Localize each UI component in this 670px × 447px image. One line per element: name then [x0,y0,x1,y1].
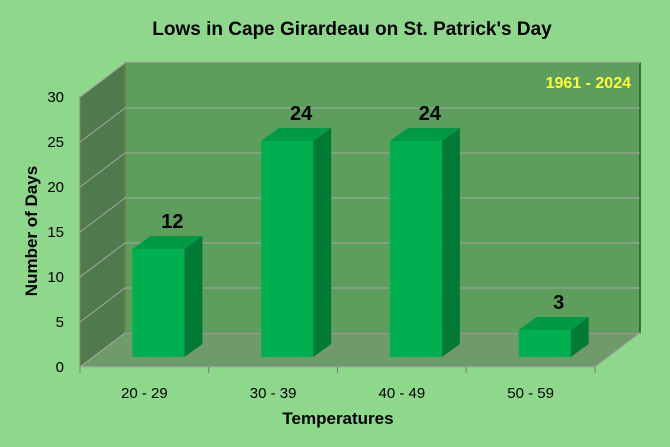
bar-front [261,141,314,357]
bar [518,317,589,357]
bar-front [132,249,185,357]
x-tick-label: 40 - 49 [379,385,426,402]
bar-side [313,128,332,357]
y-tick-label: 5 [56,314,64,331]
gridline [79,152,126,188]
data-label: 12 [161,211,183,233]
x-tick-label: 30 - 39 [250,385,297,402]
plot-floor [78,332,642,368]
gridlines [79,62,640,323]
gridline [79,287,126,323]
tick-labels: 0 5 10 15 20 25 30 20 - 29 30 - 39 40 - 49 50 - 59 [47,89,596,402]
gridline [79,62,126,98]
y-tick-label: 20 [47,179,64,196]
bar [261,128,332,357]
bars [132,128,589,357]
x-tick-label: 50 - 59 [507,385,554,402]
bar [389,128,460,357]
data-label: 3 [553,292,564,314]
bar-top [132,236,203,249]
bar-side [441,128,460,357]
bar-top [389,128,460,141]
y-axis-title: Number of Days [22,166,41,296]
bar-front [518,330,571,357]
data-label: 24 [419,103,442,125]
y-tick-label: 10 [47,269,64,286]
gridline [79,242,126,278]
gridline [79,197,126,233]
bar [132,236,203,357]
x-tick-label: 20 - 29 [121,385,168,402]
x-axis-title: Temperatures [282,409,393,428]
y-tick-label: 15 [47,224,64,241]
bar-side [570,317,589,357]
chart-title: Lows in Cape Girardeau on St. Patrick's … [152,19,552,40]
y-tick-label: 0 [56,359,64,376]
bar-top [261,128,332,141]
bar-side [184,236,203,357]
y-tick-label: 30 [47,89,64,106]
data-label: 24 [290,103,313,125]
gridline [79,107,126,143]
data-labels: 12 24 24 3 [161,103,564,314]
y-tick-label: 25 [47,134,64,151]
bar-top [518,317,589,330]
bar-front [389,141,442,357]
year-range-annotation: 1961 - 2024 [546,75,632,92]
